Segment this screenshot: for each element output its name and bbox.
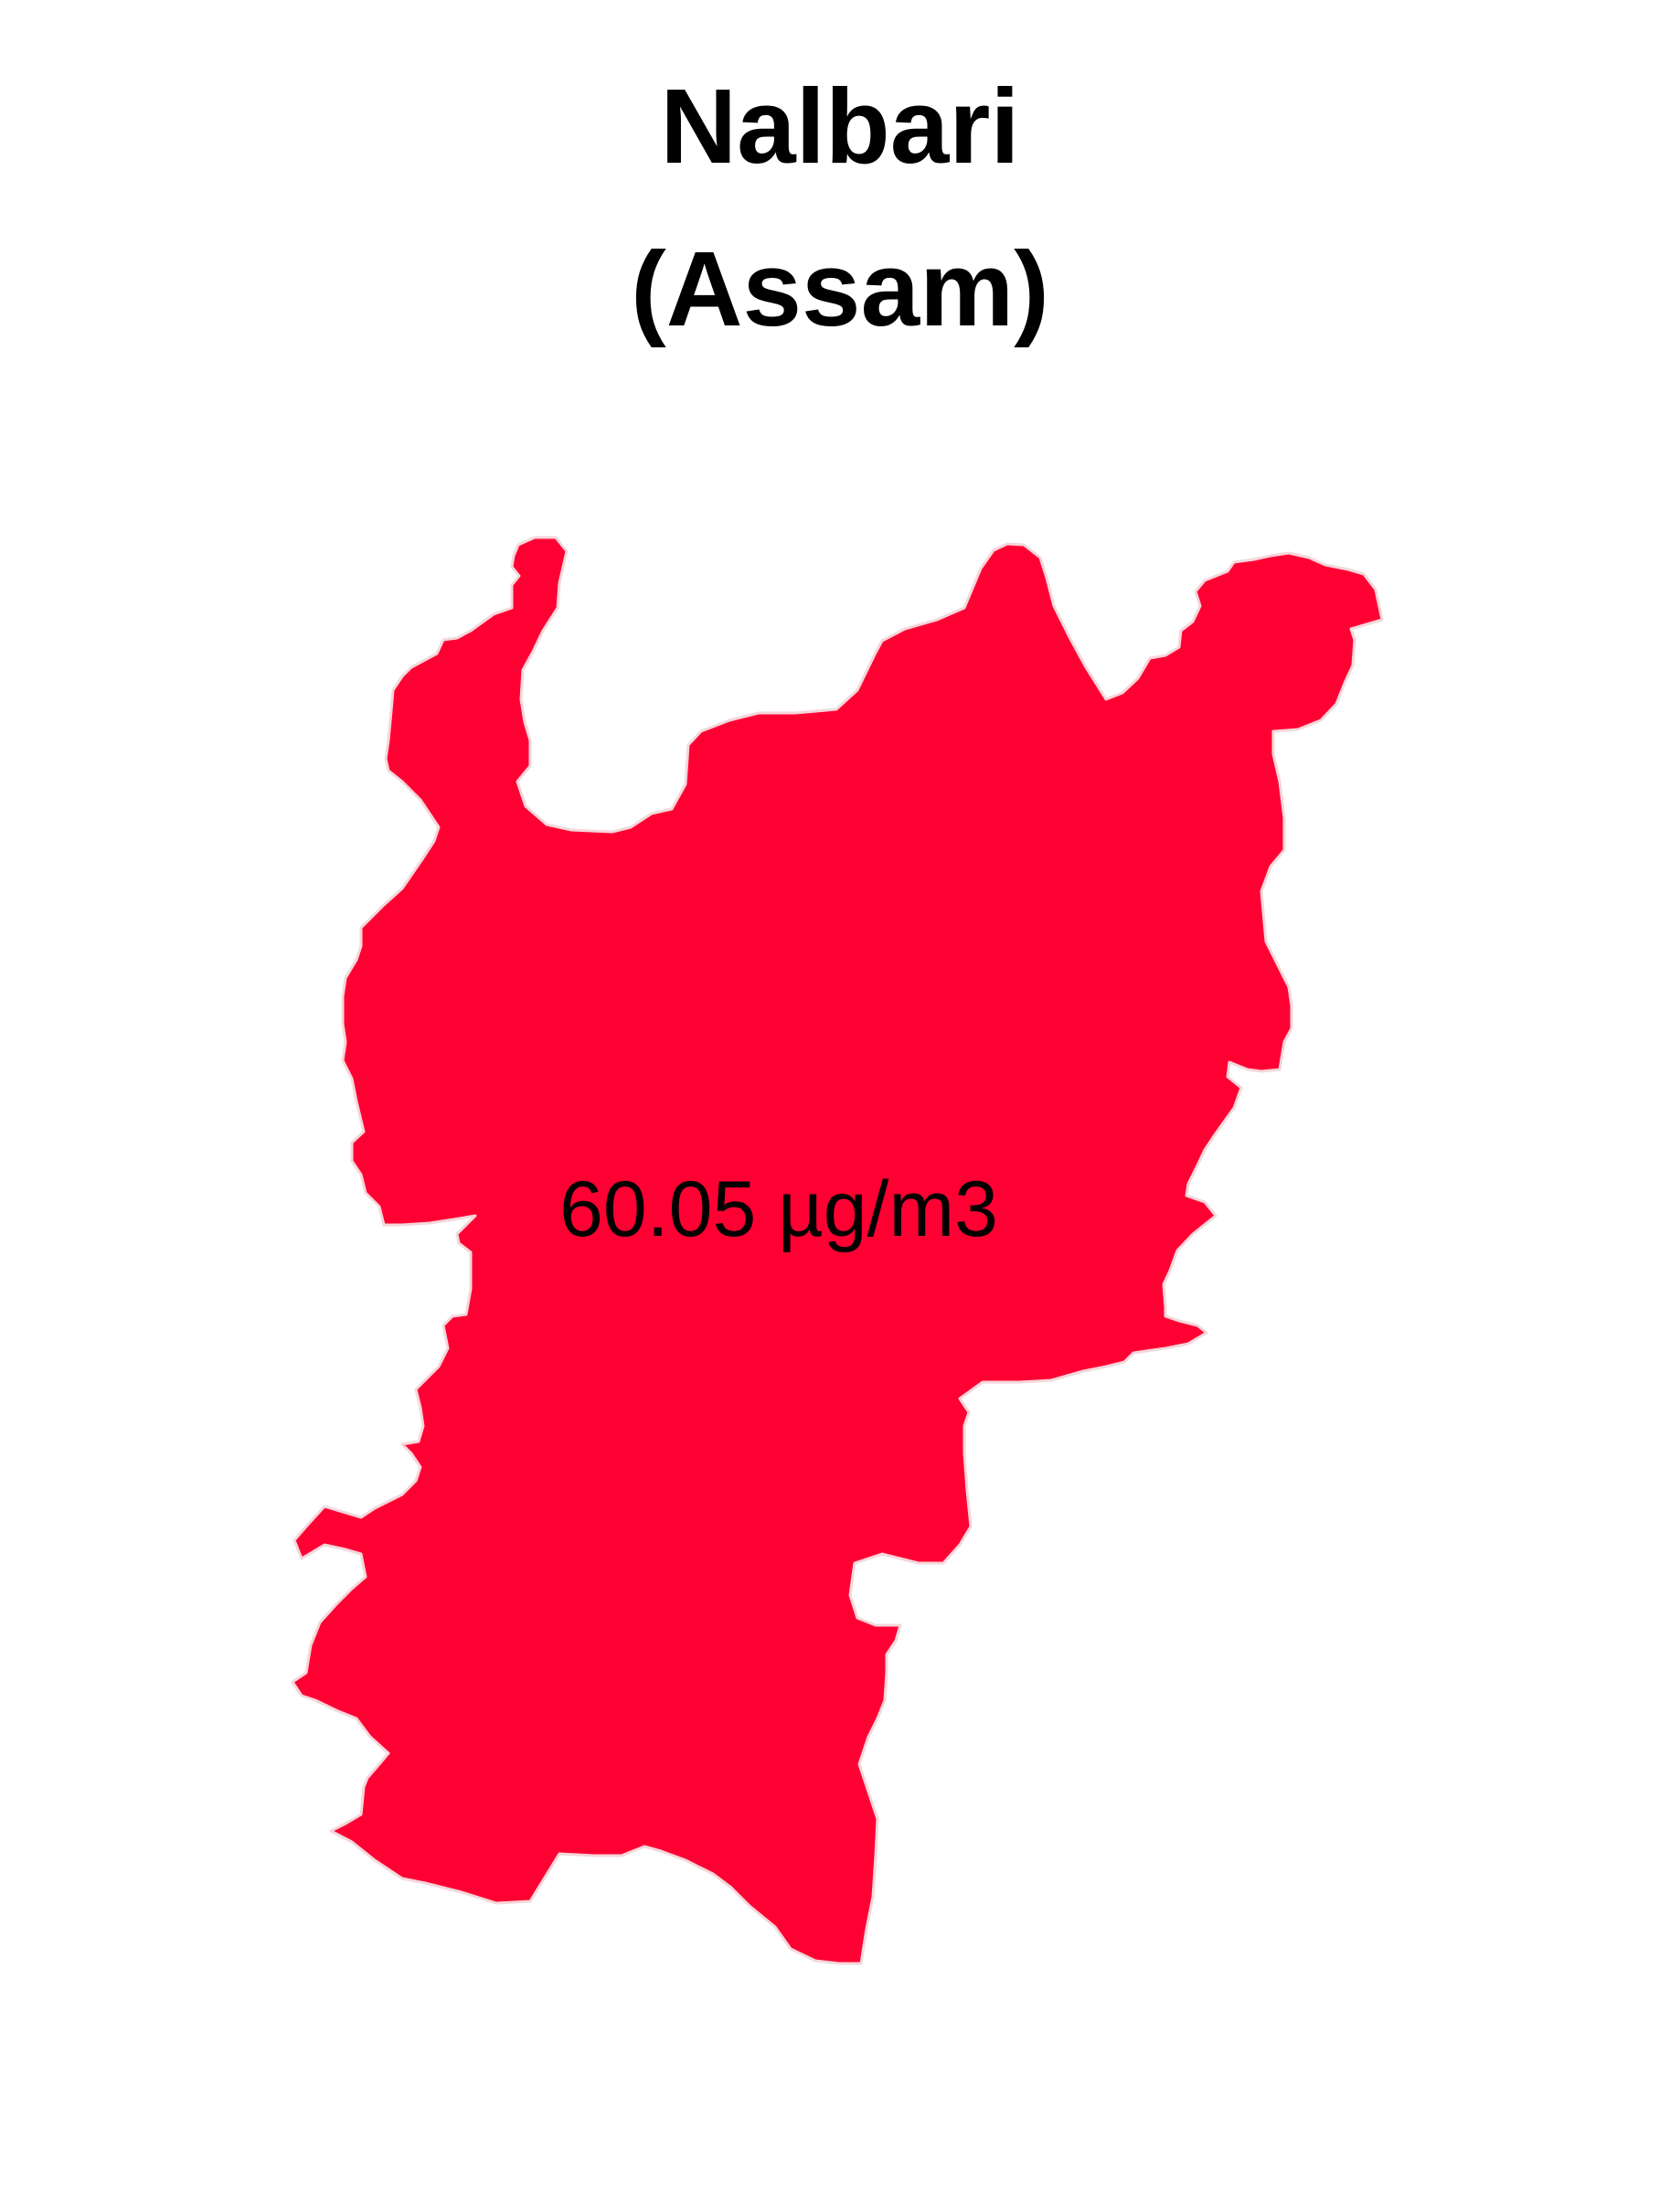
map-title-district: Nalbari — [660, 67, 1020, 186]
nalbari-district-shape — [291, 536, 1384, 1965]
map-title-state: (Assam) — [631, 229, 1049, 348]
pm25-value-label: 60.05 µg/m3 — [559, 1165, 998, 1253]
